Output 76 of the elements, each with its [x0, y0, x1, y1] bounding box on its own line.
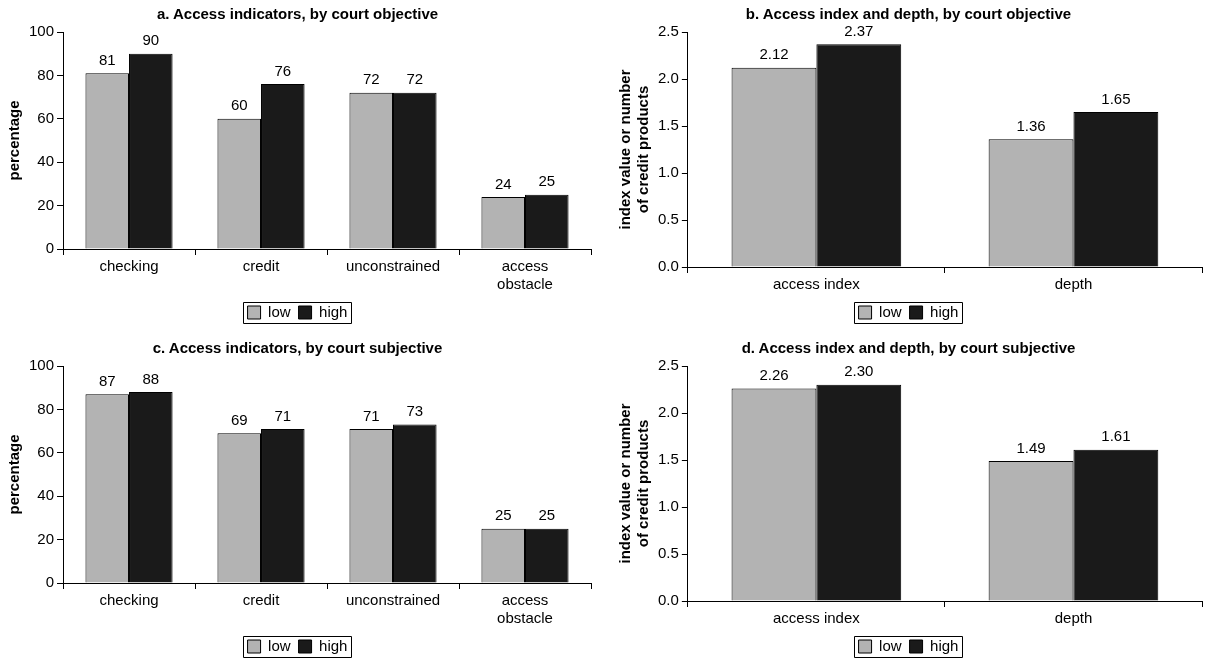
y-tick-label: 20 — [37, 529, 55, 547]
y-tick-label: 1.0 — [657, 163, 679, 181]
data-label: 76 — [274, 61, 292, 79]
x-tick-label: credit — [242, 591, 281, 609]
x-tick-label: access obstacle — [497, 591, 553, 627]
legend-label: high — [930, 302, 959, 320]
data-label: 1.65 — [1101, 89, 1131, 107]
x-tick-label: depth — [1054, 609, 1093, 627]
y-tick-label: 60 — [37, 108, 55, 126]
data-label: 71 — [274, 406, 292, 424]
y-tick-label: 0.5 — [657, 210, 679, 228]
y-tick-label: 0.5 — [657, 544, 679, 562]
legend-label: low — [268, 302, 291, 320]
y-tick-label: 60 — [37, 442, 55, 460]
y-tick-label: 40 — [37, 152, 55, 170]
y-tick-label: 80 — [37, 399, 55, 417]
y-tick-label: 20 — [37, 195, 55, 213]
y-tick-label: 0 — [45, 573, 55, 591]
data-label: 60 — [230, 96, 248, 114]
x-tick-label: depth — [1054, 275, 1093, 293]
y-tick-label: 0 — [45, 239, 55, 257]
data-label: 72 — [362, 70, 380, 88]
x-tick-label: checking — [99, 591, 159, 609]
y-tick-label: 80 — [37, 65, 55, 83]
x-tick-label: access index — [773, 609, 861, 627]
data-label: 2.12 — [759, 45, 789, 63]
data-label: 2.37 — [844, 21, 874, 39]
data-label: 1.36 — [1016, 116, 1046, 134]
y-tick-label: 1.0 — [657, 497, 679, 515]
y-tick-label: 0.0 — [657, 591, 679, 609]
data-label: 69 — [230, 410, 248, 428]
y-axis-title: index value or number of credit products — [616, 69, 652, 230]
y-tick-label: 2.5 — [657, 356, 679, 374]
data-label: 71 — [362, 406, 380, 424]
data-label: 88 — [142, 369, 160, 387]
chart-title: c. Access indicators, by court subjective — [152, 339, 443, 357]
data-label: 90 — [142, 31, 160, 49]
data-label: 2.30 — [844, 362, 874, 380]
data-label: 1.61 — [1101, 427, 1131, 445]
data-label: 1.49 — [1016, 438, 1046, 456]
chart-title: d. Access index and depth, by court subjective — [741, 339, 1076, 357]
y-tick-label: 2.5 — [657, 22, 679, 40]
legend-label: high — [319, 636, 348, 654]
legend-label: high — [319, 302, 348, 320]
data-label: 2.26 — [759, 366, 789, 384]
y-axis-title: percentage — [5, 434, 23, 515]
x-tick-label: unconstrained — [345, 257, 441, 275]
chart-title: b. Access index and depth, by court objective — [745, 5, 1072, 23]
y-tick-label: 40 — [37, 486, 55, 504]
x-tick-label: checking — [99, 257, 159, 275]
data-label: 87 — [98, 371, 116, 389]
x-tick-label: access obstacle — [497, 257, 553, 293]
legend-label: low — [879, 302, 902, 320]
y-tick-label: 1.5 — [657, 116, 679, 134]
y-tick-label: 2.0 — [657, 69, 679, 87]
x-tick-label: access index — [773, 275, 861, 293]
x-tick-label: credit — [242, 257, 281, 275]
data-label: 24 — [494, 174, 512, 192]
data-label: 81 — [98, 50, 116, 68]
y-tick-label: 1.5 — [657, 450, 679, 468]
legend-label: low — [268, 636, 291, 654]
data-label: 25 — [538, 506, 556, 524]
y-tick-label: 0.0 — [657, 257, 679, 275]
data-label: 73 — [406, 402, 424, 420]
chart-title: a. Access indicators, by court objective — [156, 5, 439, 23]
legend-label: low — [879, 636, 902, 654]
data-label: 72 — [406, 70, 424, 88]
y-tick-label: 2.0 — [657, 403, 679, 421]
data-label: 25 — [538, 172, 556, 190]
y-axis-title: index value or number of credit products — [616, 403, 652, 564]
y-tick-label: 100 — [29, 356, 55, 374]
data-label: 25 — [494, 506, 512, 524]
legend-label: high — [930, 636, 959, 654]
y-axis-title: percentage — [5, 100, 23, 181]
x-tick-label: unconstrained — [345, 591, 441, 609]
y-tick-label: 100 — [29, 22, 55, 40]
